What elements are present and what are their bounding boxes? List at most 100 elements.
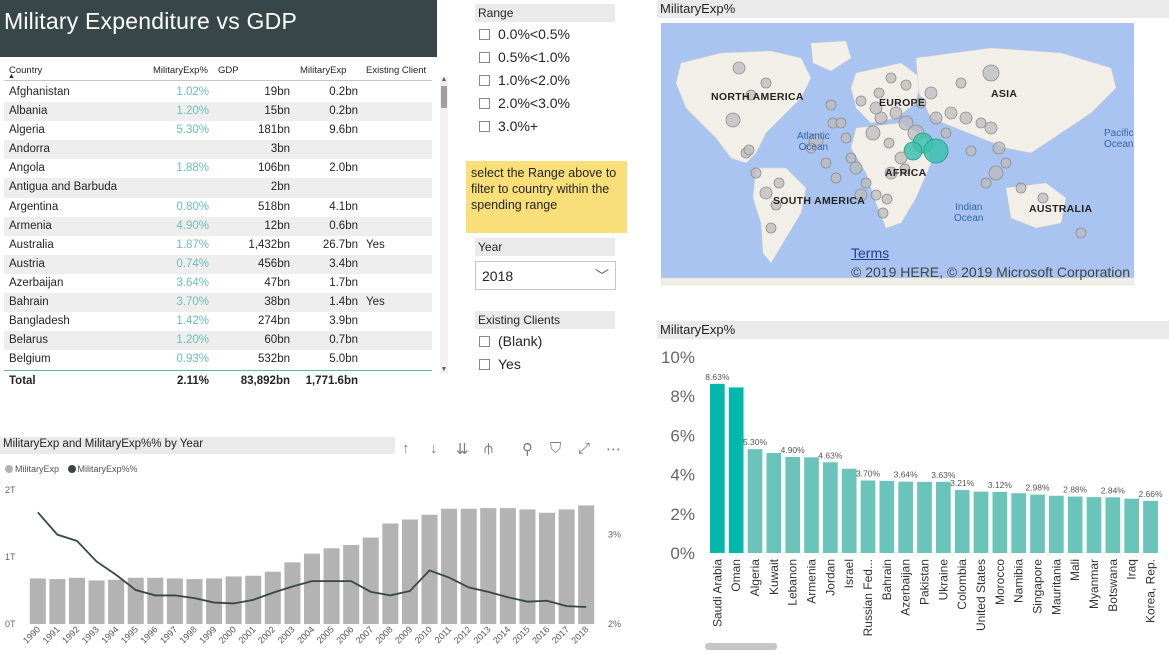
- map-bubble[interactable]: [855, 95, 867, 107]
- bar[interactable]: [841, 468, 857, 553]
- bar[interactable]: [1030, 494, 1045, 553]
- range-item[interactable]: 2.0%<3.0%: [479, 95, 570, 111]
- bar[interactable]: [1143, 500, 1158, 553]
- table-scrollbar[interactable]: ▲ ▼: [440, 76, 448, 374]
- map-bubble[interactable]: [860, 177, 872, 189]
- map-bubble[interactable]: [898, 115, 914, 131]
- map-bubble[interactable]: [889, 106, 903, 120]
- year-bar[interactable]: [558, 509, 575, 624]
- bar[interactable]: [766, 453, 782, 553]
- bar[interactable]: [879, 480, 895, 553]
- map-bubble[interactable]: [881, 193, 893, 205]
- table-row[interactable]: Andorra 3bn: [4, 140, 432, 160]
- table-row[interactable]: Belarus 1.20% 60bn 0.7bn: [4, 331, 432, 351]
- arrow-up-icon[interactable]: ↑: [402, 440, 410, 457]
- year-bar[interactable]: [88, 580, 105, 624]
- table-row[interactable]: Armenia 4.90% 12bn 0.6bn: [4, 216, 432, 236]
- map-bubble[interactable]: [835, 117, 847, 129]
- range-item[interactable]: 0.0%<0.5%: [479, 26, 570, 42]
- bar[interactable]: [936, 481, 951, 553]
- bar[interactable]: [1049, 495, 1064, 553]
- map-bubble[interactable]: [959, 111, 973, 125]
- year-bar[interactable]: [421, 514, 438, 624]
- year-bar[interactable]: [460, 508, 477, 624]
- map-bubble[interactable]: [760, 77, 772, 89]
- col-header-country[interactable]: Country: [9, 65, 43, 76]
- double-arrow-down-icon[interactable]: ⇊: [456, 441, 469, 458]
- map-bubble[interactable]: [980, 177, 992, 189]
- col-header-gdp[interactable]: GDP: [218, 65, 239, 76]
- year-bar[interactable]: [539, 512, 556, 624]
- year-bar[interactable]: [264, 571, 281, 624]
- table-row[interactable]: Angola 1.88% 106bn 2.0bn: [4, 159, 432, 178]
- year-bar[interactable]: [362, 537, 379, 624]
- year-bar[interactable]: [343, 544, 360, 624]
- year-dropdown[interactable]: 2018 ﹀: [475, 261, 616, 290]
- map-bubble[interactable]: [885, 72, 897, 84]
- map-bubble[interactable]: [975, 117, 987, 129]
- table-row[interactable]: Afghanistan 1.02% 19bn 0.2bn: [4, 83, 432, 102]
- map-bubble[interactable]: [877, 207, 889, 219]
- map-bubble[interactable]: [750, 167, 762, 179]
- map-bubble[interactable]: [982, 64, 1000, 82]
- bar[interactable]: [785, 456, 801, 553]
- map-bubble[interactable]: [923, 138, 949, 164]
- military-pct-bar-chart[interactable]: 0% 2% 4% 6% 8% 10% 8.63% Saudi Arabia Oman 5.30% A…: [657, 341, 1169, 654]
- year-bar[interactable]: [49, 579, 66, 624]
- bar[interactable]: [804, 457, 819, 553]
- table-row[interactable]: Bahrain 3.70% 38bn 1.4bn Yes: [4, 293, 432, 313]
- bar[interactable]: [1011, 493, 1027, 553]
- map-bubble[interactable]: [944, 106, 958, 120]
- bar[interactable]: [917, 481, 932, 553]
- map-bubble[interactable]: [903, 141, 923, 161]
- bar[interactable]: [973, 491, 989, 553]
- bar[interactable]: [1067, 496, 1083, 553]
- map-bubble[interactable]: [899, 163, 911, 175]
- year-bar[interactable]: [108, 579, 125, 624]
- map-bubble[interactable]: [830, 172, 842, 184]
- checkbox[interactable]: [479, 98, 490, 109]
- map-bubble[interactable]: [820, 157, 832, 169]
- col-header-pct[interactable]: MilitaryExp%: [153, 65, 208, 76]
- map-bubble[interactable]: [1000, 157, 1012, 169]
- focus-icon[interactable]: ⤢: [578, 440, 591, 457]
- scroll-up-icon[interactable]: ▲: [440, 76, 448, 83]
- map-bubble[interactable]: [759, 186, 773, 200]
- map-bubble[interactable]: [900, 79, 912, 91]
- bar[interactable]: [1105, 497, 1121, 553]
- map-bubble[interactable]: [915, 97, 927, 109]
- map-bubble[interactable]: [1015, 182, 1027, 194]
- fork-icon[interactable]: ⫛: [484, 440, 493, 457]
- bar[interactable]: [1086, 497, 1102, 553]
- year-bar[interactable]: [225, 576, 242, 624]
- arrow-down-icon[interactable]: ↓: [430, 440, 438, 457]
- map-bubble[interactable]: [874, 111, 888, 125]
- legend-item-militaryexp-pct[interactable]: MilitaryExp%%: [77, 464, 138, 474]
- col-header-mil[interactable]: MilitaryExp: [300, 65, 347, 76]
- map-bubble[interactable]: [745, 89, 757, 101]
- map-bubble[interactable]: [840, 132, 852, 144]
- map-bubble[interactable]: [984, 121, 998, 135]
- year-bar[interactable]: [519, 509, 536, 624]
- bar[interactable]: [823, 462, 838, 553]
- map-bubble[interactable]: [805, 142, 817, 154]
- year-bar[interactable]: [284, 562, 301, 624]
- map-bubble[interactable]: [894, 151, 908, 165]
- filter-icon[interactable]: ⛉: [550, 440, 562, 457]
- year-bar[interactable]: [186, 579, 203, 624]
- world-map[interactable]: NORTH AMERICA EUROPE ASIA AFRICA SOUTH A…: [661, 23, 1134, 285]
- map-bubble[interactable]: [773, 177, 785, 189]
- map-bubble[interactable]: [940, 127, 952, 139]
- pin-icon[interactable]: ⚲: [522, 441, 533, 458]
- checkbox[interactable]: [479, 359, 490, 370]
- map-bubble[interactable]: [870, 189, 882, 201]
- map-bubble[interactable]: [955, 77, 967, 89]
- map-bubble[interactable]: [865, 125, 881, 141]
- map-bubble[interactable]: [732, 61, 746, 75]
- year-bar[interactable]: [303, 553, 321, 624]
- table-row[interactable]: Australia 1.87% 1,432bn 26.7bn Yes: [4, 236, 432, 255]
- year-bar[interactable]: [480, 508, 497, 624]
- bar[interactable]: [728, 387, 744, 553]
- table-row[interactable]: Argentina 0.80% 518bn 4.1bn: [4, 198, 432, 217]
- map-bubble[interactable]: [992, 141, 1006, 155]
